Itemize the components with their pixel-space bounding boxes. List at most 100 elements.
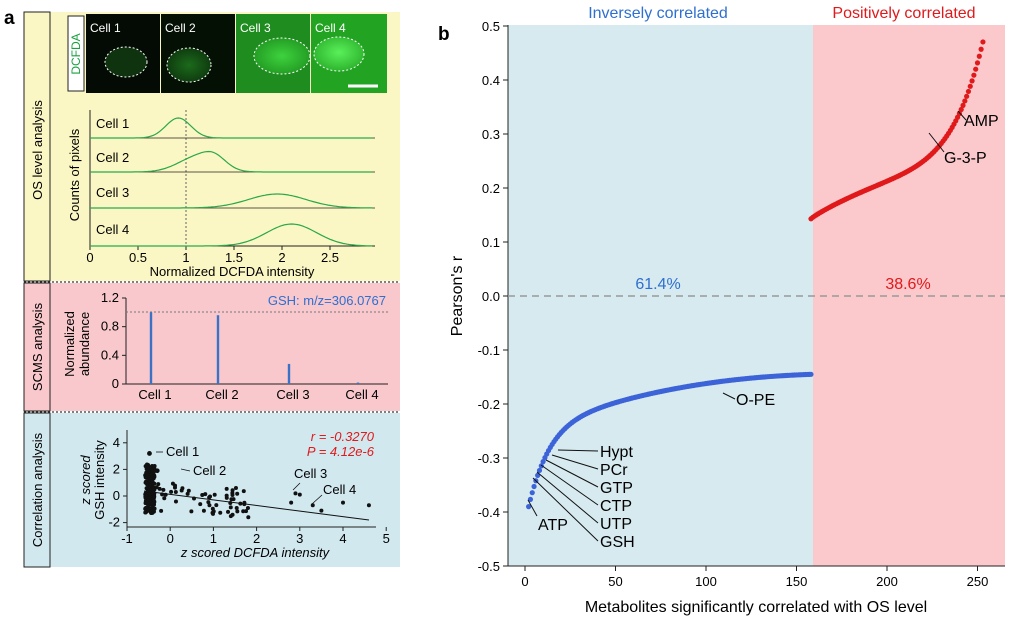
pearson-dot-positive xyxy=(964,93,970,99)
corr-dot xyxy=(150,501,155,506)
pearson-dot-positive xyxy=(962,98,968,104)
corr-dot xyxy=(173,490,178,495)
corr-dot xyxy=(149,467,154,472)
corr-dot xyxy=(147,492,152,497)
corr-dot xyxy=(161,487,166,492)
corr-dot xyxy=(231,497,236,502)
corr-dot xyxy=(143,494,148,499)
label-gsh: GSH xyxy=(600,534,635,551)
histogram-xtick: 0 xyxy=(86,250,93,265)
scms-ytick: 0.8 xyxy=(101,319,119,334)
pearson-xtick: 200 xyxy=(876,574,898,589)
scms-section-label: SCMS analysis xyxy=(30,302,45,391)
scms-ytick: 0 xyxy=(112,376,119,391)
corr-callout-1: Cell 1 xyxy=(166,444,199,459)
corr-xtick: 3 xyxy=(296,531,303,546)
corr-dot xyxy=(214,503,219,508)
scms-ytick: 1.2 xyxy=(101,290,119,305)
histogram-curve-2 xyxy=(90,150,373,173)
corr-dot xyxy=(173,499,178,504)
pearson-ytick: -0.3 xyxy=(478,451,500,466)
histogram-cell-label-3: Cell 3 xyxy=(96,185,129,200)
corr-dot xyxy=(206,500,211,505)
corr-dot xyxy=(228,514,233,519)
corr-callout-2: Cell 2 xyxy=(193,463,226,478)
pearson-dot-positive xyxy=(973,66,979,72)
cell-image-label-4: Cell 4 xyxy=(315,21,346,35)
corr-dot xyxy=(228,505,233,510)
corr-dot xyxy=(245,506,250,511)
corr-dot xyxy=(366,503,371,508)
corr-dot xyxy=(149,510,154,515)
label-hypt: Hypt xyxy=(600,444,633,461)
corr-dot xyxy=(341,500,345,505)
cell-image-3: Cell 3 xyxy=(236,14,311,93)
corr-dot xyxy=(207,495,212,500)
corr-callout-3: Cell 3 xyxy=(294,466,327,481)
pearson-dot-positive xyxy=(960,102,966,108)
positive-percent: 38.6% xyxy=(885,276,930,293)
corr-dot xyxy=(159,508,164,513)
corr-dot xyxy=(246,515,251,520)
corr-dot xyxy=(145,473,150,478)
pearson-xlabel: Metabolites significantly correlated wit… xyxy=(585,599,927,616)
corr-callout-4: Cell 4 xyxy=(323,482,356,497)
pearson-dot-negative xyxy=(536,467,543,474)
corr-ytick: 0 xyxy=(113,488,120,503)
scms-xtick: Cell 4 xyxy=(345,387,378,402)
corr-highlight-dot xyxy=(154,468,160,474)
corr-dot xyxy=(218,510,223,515)
pearson-dot-positive xyxy=(971,72,977,78)
corr-dot xyxy=(201,508,206,513)
pearson-dot-negative xyxy=(529,490,535,496)
corr-dot xyxy=(244,509,249,514)
corr-ylabel-line2: GSH intensity xyxy=(92,440,107,520)
corr-xtick: -1 xyxy=(121,531,133,546)
pearson-dot-positive xyxy=(980,39,986,45)
inverse-region xyxy=(508,25,813,566)
pearson-dot-positive xyxy=(974,60,981,66)
pearson-ytick: 0.3 xyxy=(482,127,500,142)
cell-image-1: Cell 1 xyxy=(86,14,160,93)
corr-dot xyxy=(210,506,215,511)
corr-callouts: Cell 1 Cell 2 Cell 3 Cell 4 xyxy=(156,444,356,505)
scms-bar xyxy=(216,315,220,384)
corr-dot xyxy=(146,485,151,490)
histogram-curve-3 xyxy=(90,193,373,209)
corr-dot xyxy=(162,496,167,501)
pearson-ytick: -0.4 xyxy=(478,505,500,520)
corr-dot xyxy=(230,492,235,497)
corr-dot xyxy=(289,500,294,505)
pearson-dot-negative xyxy=(538,463,544,469)
corr-xlabel: z scored DCFDA intensity xyxy=(180,545,331,560)
positive-title: Positively correlated xyxy=(832,5,975,22)
pearson-ytick: 0.4 xyxy=(482,73,500,88)
scms-ylabel-line2: abundance xyxy=(77,312,92,376)
pearson-dot-negative xyxy=(540,459,546,465)
scms-bar xyxy=(356,382,360,384)
metabolite-callouts: AMP G-3-P O-PE Hypt PCr GTP CTP UTP GSH … xyxy=(527,110,999,551)
label-g3p: G-3-P xyxy=(944,150,987,167)
pearson-ytick: -0.5 xyxy=(478,559,500,574)
corr-dot xyxy=(234,505,239,510)
corr-dot xyxy=(157,486,162,491)
histogram-cell-label-4: Cell 4 xyxy=(96,222,129,237)
corr-dot xyxy=(154,485,159,490)
corr-r-value: r = -0.3270 xyxy=(311,429,375,444)
corr-dot xyxy=(212,492,217,497)
label-gtp: GTP xyxy=(600,480,633,497)
corr-dot xyxy=(144,462,149,467)
pearson-dot-positive xyxy=(965,88,972,95)
histogram-xtick: 2 xyxy=(278,250,285,265)
stain-label: DCFDA xyxy=(69,33,83,74)
corr-dot xyxy=(150,486,155,491)
histogram-xtick: 1 xyxy=(182,250,189,265)
label-amp: AMP xyxy=(964,113,999,130)
corr-dot xyxy=(189,509,194,514)
label-ctp: CTP xyxy=(600,498,632,515)
corr-dot xyxy=(143,510,148,515)
corr-highlight-dot xyxy=(147,451,152,456)
corr-ylabel-line1: z scored xyxy=(78,455,93,506)
label-pcr: PCr xyxy=(600,462,628,479)
corr-dot xyxy=(146,498,151,503)
